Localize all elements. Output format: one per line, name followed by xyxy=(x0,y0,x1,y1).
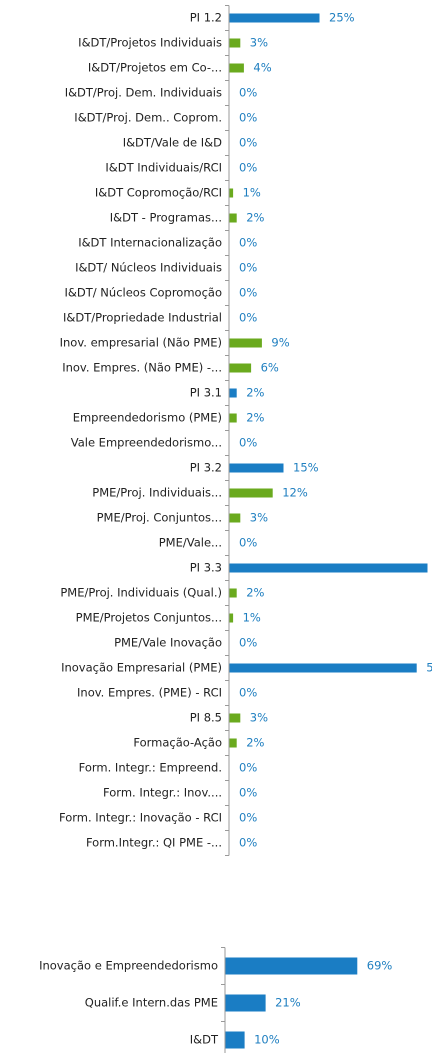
category-label: PME/Projetos Conjuntos... xyxy=(76,611,222,625)
value-label: 10% xyxy=(254,1033,280,1047)
category-label: PI 8.5 xyxy=(190,711,222,725)
category-label: I&DT/Vale de I&D xyxy=(123,136,222,150)
category-label: Qualif.e Intern.das PME xyxy=(85,996,218,1010)
category-label: I&DT/ Núcleos Copromoção xyxy=(65,286,222,300)
value-label: 6% xyxy=(261,361,279,375)
value-label: 0% xyxy=(239,636,257,650)
category-label: PI 3.3 xyxy=(190,561,222,575)
bar xyxy=(229,738,237,748)
category-label: Empreendedorismo (PME) xyxy=(73,411,222,425)
bar xyxy=(229,213,237,223)
bar xyxy=(225,994,266,1012)
value-label: 2% xyxy=(246,386,264,400)
category-label: Form. Integr.: Inov.... xyxy=(103,786,222,800)
bar xyxy=(229,588,237,598)
value-label: 69% xyxy=(367,959,393,973)
value-label: 0% xyxy=(239,161,257,175)
bar xyxy=(225,1031,245,1049)
category-label: I&DT/Projetos em Co-... xyxy=(88,61,222,75)
category-label: Form. Integr.: Empreend. xyxy=(79,761,222,775)
value-label: 2% xyxy=(246,411,264,425)
value-label: 0% xyxy=(239,761,257,775)
bar xyxy=(229,613,234,623)
category-label: PME/Proj. Conjuntos... xyxy=(97,511,222,525)
bar xyxy=(229,63,244,73)
bar xyxy=(229,663,417,673)
category-label: Inovação e Empreendedorismo xyxy=(39,959,218,973)
category-label: PME/Vale Inovação xyxy=(114,636,222,650)
category-label: I&DT - Programas... xyxy=(110,211,222,225)
category-label: Form. Integr.: Inovação - RCI xyxy=(59,811,222,825)
value-label: 0% xyxy=(239,436,257,450)
value-label: 21% xyxy=(275,996,301,1010)
bar xyxy=(229,513,241,523)
bar xyxy=(225,957,358,975)
bar xyxy=(229,338,262,348)
value-label: 4% xyxy=(253,61,271,75)
category-label: Formação-Ação xyxy=(133,736,222,750)
value-label: 0% xyxy=(239,86,257,100)
value-label: 2% xyxy=(246,211,264,225)
category-label: PME/Proj. Individuais... xyxy=(92,486,222,500)
bar xyxy=(229,563,428,573)
category-label: PME/Proj. Individuais (Qual.) xyxy=(60,586,222,600)
value-label: 0% xyxy=(239,836,257,850)
category-label: I&DT/ Núcleos Individuais xyxy=(75,261,222,275)
category-label: I&DT Individuais/RCI xyxy=(105,161,222,175)
value-label: 9% xyxy=(271,336,289,350)
category-label: I&DT Internacionalização xyxy=(78,236,222,250)
value-label: 3% xyxy=(250,711,268,725)
category-label: Vale Empreendedorismo... xyxy=(71,436,222,450)
category-label: Form.Integr.: QI PME -... xyxy=(86,836,222,850)
value-label: 0% xyxy=(239,686,257,700)
value-label: 0% xyxy=(239,311,257,325)
value-label: 0% xyxy=(239,536,257,550)
bar xyxy=(229,413,237,423)
category-label: PI 3.1 xyxy=(190,386,222,400)
bar xyxy=(229,188,234,198)
bar xyxy=(229,363,252,373)
category-label: Inovação Empresarial (PME) xyxy=(61,661,222,675)
bar xyxy=(229,463,284,473)
value-label: 0% xyxy=(239,236,257,250)
category-label: I&DT/Proj. Dem. Individuais xyxy=(65,86,222,100)
category-label: Inov. Empres. (PME) - RCI xyxy=(77,686,222,700)
value-label: 1% xyxy=(243,611,261,625)
bar xyxy=(229,488,273,498)
value-label: 1% xyxy=(243,186,261,200)
category-label: I&DT/Projetos Individuais xyxy=(78,36,222,50)
bar xyxy=(229,38,241,48)
category-label: PME/Vale... xyxy=(159,536,222,550)
category-label: I&DT/Proj. Dem.. Coprom. xyxy=(74,111,222,125)
category-label: I&DT/Propriedade Industrial xyxy=(63,311,222,325)
value-label: 0% xyxy=(239,786,257,800)
value-label: 0% xyxy=(239,136,257,150)
bar xyxy=(229,388,237,398)
category-label: Inov. Empres. (Não PME) -... xyxy=(62,361,222,375)
value-label: 2% xyxy=(246,586,264,600)
category-label: Inov. empresarial (Não PME) xyxy=(60,336,222,350)
value-label: 3% xyxy=(250,511,268,525)
value-label: 0% xyxy=(239,111,257,125)
value-label: 0% xyxy=(239,286,257,300)
value-label: 3% xyxy=(250,36,268,50)
value-label: 52% xyxy=(426,661,432,675)
value-label: 12% xyxy=(282,486,308,500)
value-label: 2% xyxy=(246,736,264,750)
value-label: 25% xyxy=(329,11,355,25)
category-label: PI 3.2 xyxy=(190,461,222,475)
value-label: 15% xyxy=(293,461,319,475)
category-label: PI 1.2 xyxy=(190,11,222,25)
category-label: I&DT Copromoção/RCI xyxy=(95,186,222,200)
value-label: 0% xyxy=(239,261,257,275)
bar xyxy=(229,13,320,23)
value-label: 0% xyxy=(239,811,257,825)
bar xyxy=(229,713,241,723)
category-label: I&DT xyxy=(190,1033,219,1047)
